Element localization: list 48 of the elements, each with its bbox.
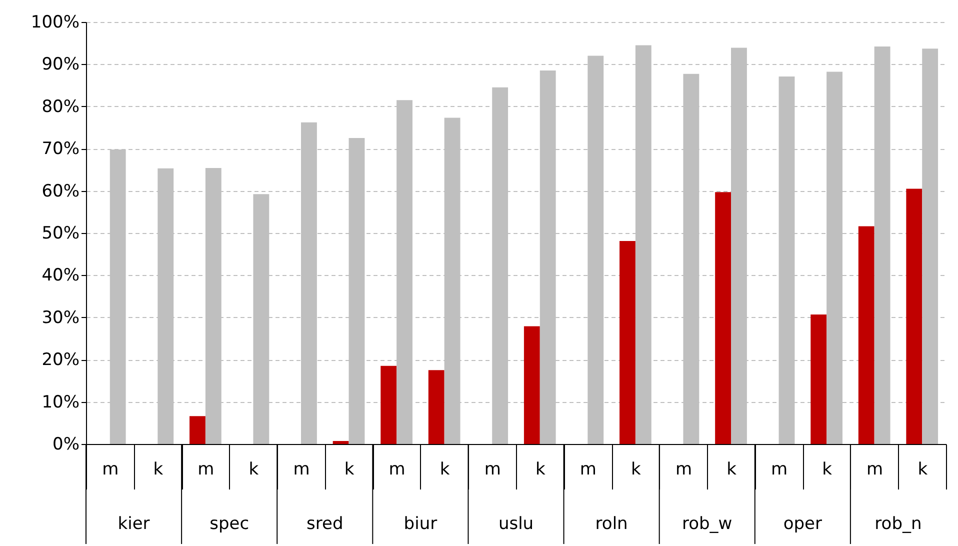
y-tick-label: 50% [42,224,80,244]
x-tick-label: m [293,460,310,480]
text: biur [404,514,438,534]
text: roln [595,514,628,534]
text: sred [306,514,344,534]
x-tick-label: m [198,460,214,480]
y-tick-label: 90% [42,54,80,75]
x-tick-label: k [153,460,164,480]
x-tick-label: k [918,460,928,480]
x-tick-label: k [631,460,642,480]
x-tick-label: k [344,460,354,480]
y-tick-label: 100% [30,12,80,32]
bar [380,366,397,444]
x-tick-label: m [866,460,884,480]
x-tick-label: m [770,460,788,480]
text: rob_n [874,514,922,534]
bar [906,188,922,444]
y-tick-label: 60% [42,181,80,202]
text: kier [118,514,150,534]
x-tick-label: k [822,460,832,480]
text: rob_w [682,514,732,534]
x-tick-label: k [440,460,450,480]
bar [810,314,827,444]
y-tick-label: 20% [42,350,80,370]
text: uslu [498,514,534,534]
x-tick-label: k [248,460,259,480]
bar [620,241,636,444]
y-tick-label: 10% [42,392,80,412]
bar [715,192,731,444]
y-tick-label: 70% [42,139,80,160]
x-tick-label: m [388,460,406,480]
x-tick-label: m [580,460,596,480]
bar [524,326,540,444]
y-tick-label: 30% [42,308,80,328]
x-tick-label: m [102,460,119,480]
x-tick-label: k [535,460,546,480]
y-tick-label: 40% [42,266,80,286]
y-tick-label: 80% [42,96,80,117]
bar [428,370,444,444]
text: spec [210,514,250,534]
x-tick-label: m [675,460,692,480]
x-tick-label: m [484,460,501,480]
x-tick-label: k [726,460,737,480]
bar [858,226,874,444]
bar [190,416,206,444]
bar [332,441,349,444]
text: oper [783,514,822,534]
y-tick-label: 0% [52,434,80,454]
